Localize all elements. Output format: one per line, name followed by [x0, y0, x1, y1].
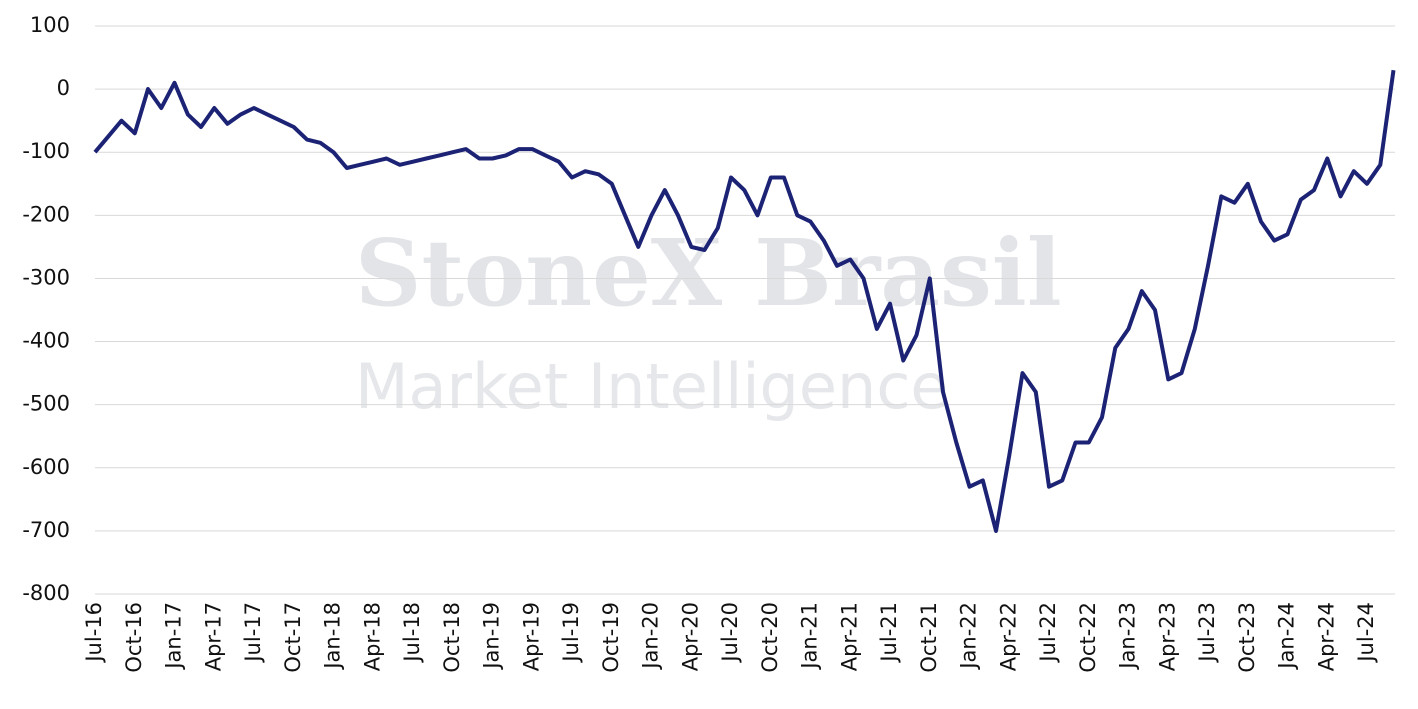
x-tick-label: Oct-18 [440, 602, 464, 673]
x-tick-label: Jul-18 [400, 602, 424, 664]
y-tick-label: -400 [22, 329, 70, 353]
x-tick-label: Jan-18 [321, 602, 345, 671]
y-tick-label: -100 [22, 139, 70, 163]
x-tick-label: Jul-22 [1036, 602, 1060, 664]
x-tick-label: Oct-19 [599, 602, 623, 673]
x-tick-label: Apr-20 [678, 602, 702, 671]
x-tick-label: Jul-17 [241, 602, 265, 664]
watermark: Market Intelligence [355, 350, 949, 423]
x-tick-label: Jan-23 [1116, 602, 1140, 671]
y-tick-label: -600 [22, 455, 70, 479]
y-tick-label: -300 [22, 265, 70, 289]
line [93, 69, 1396, 533]
x-tick-label: Jul-21 [877, 602, 901, 664]
y-tick-label: 0 [57, 76, 70, 100]
y-tick-label: -500 [22, 392, 70, 416]
y-tick-label: -800 [22, 581, 70, 605]
x-tick-label: Oct-20 [758, 602, 782, 673]
x-tick-label: Oct-22 [1076, 602, 1100, 673]
x-tick-label: Jan-24 [1275, 602, 1299, 671]
x-tick-label: Jan-19 [480, 602, 504, 671]
y-tick-label: -700 [22, 518, 70, 542]
x-tick-label: Jan-17 [162, 602, 186, 671]
x-tick-label: Oct-17 [281, 602, 305, 673]
y-tick-label: 100 [30, 13, 70, 37]
watermark: StoneX Brasil [355, 219, 1062, 327]
x-tick-label: Jul-23 [1195, 602, 1219, 664]
x-tick-label: Jan-20 [639, 602, 663, 671]
x-tick-label: Jul-16 [82, 602, 106, 664]
x-tick-label: Oct-21 [917, 602, 941, 673]
x-tick-label: Oct-23 [1235, 602, 1259, 673]
x-tick-label: Apr-17 [201, 602, 225, 671]
x-tick-label: Apr-21 [837, 602, 861, 671]
x-tick-label: Apr-24 [1314, 602, 1338, 671]
x-tick-label: Apr-22 [996, 602, 1020, 671]
x-tick-label: Jul-24 [1354, 602, 1378, 664]
y-tick-label: -200 [22, 202, 70, 226]
x-tick-label: Apr-23 [1155, 602, 1179, 671]
x-tick-label: Apr-19 [519, 602, 543, 671]
x-tick-label: Apr-18 [360, 602, 384, 671]
x-tick-label: Jan-22 [957, 602, 981, 671]
x-tick-label: Jul-19 [559, 602, 583, 664]
x-tick-label: Oct-16 [122, 602, 146, 673]
x-tick-label: Jan-21 [798, 602, 822, 671]
x-tick-label: Jul-20 [718, 602, 742, 664]
